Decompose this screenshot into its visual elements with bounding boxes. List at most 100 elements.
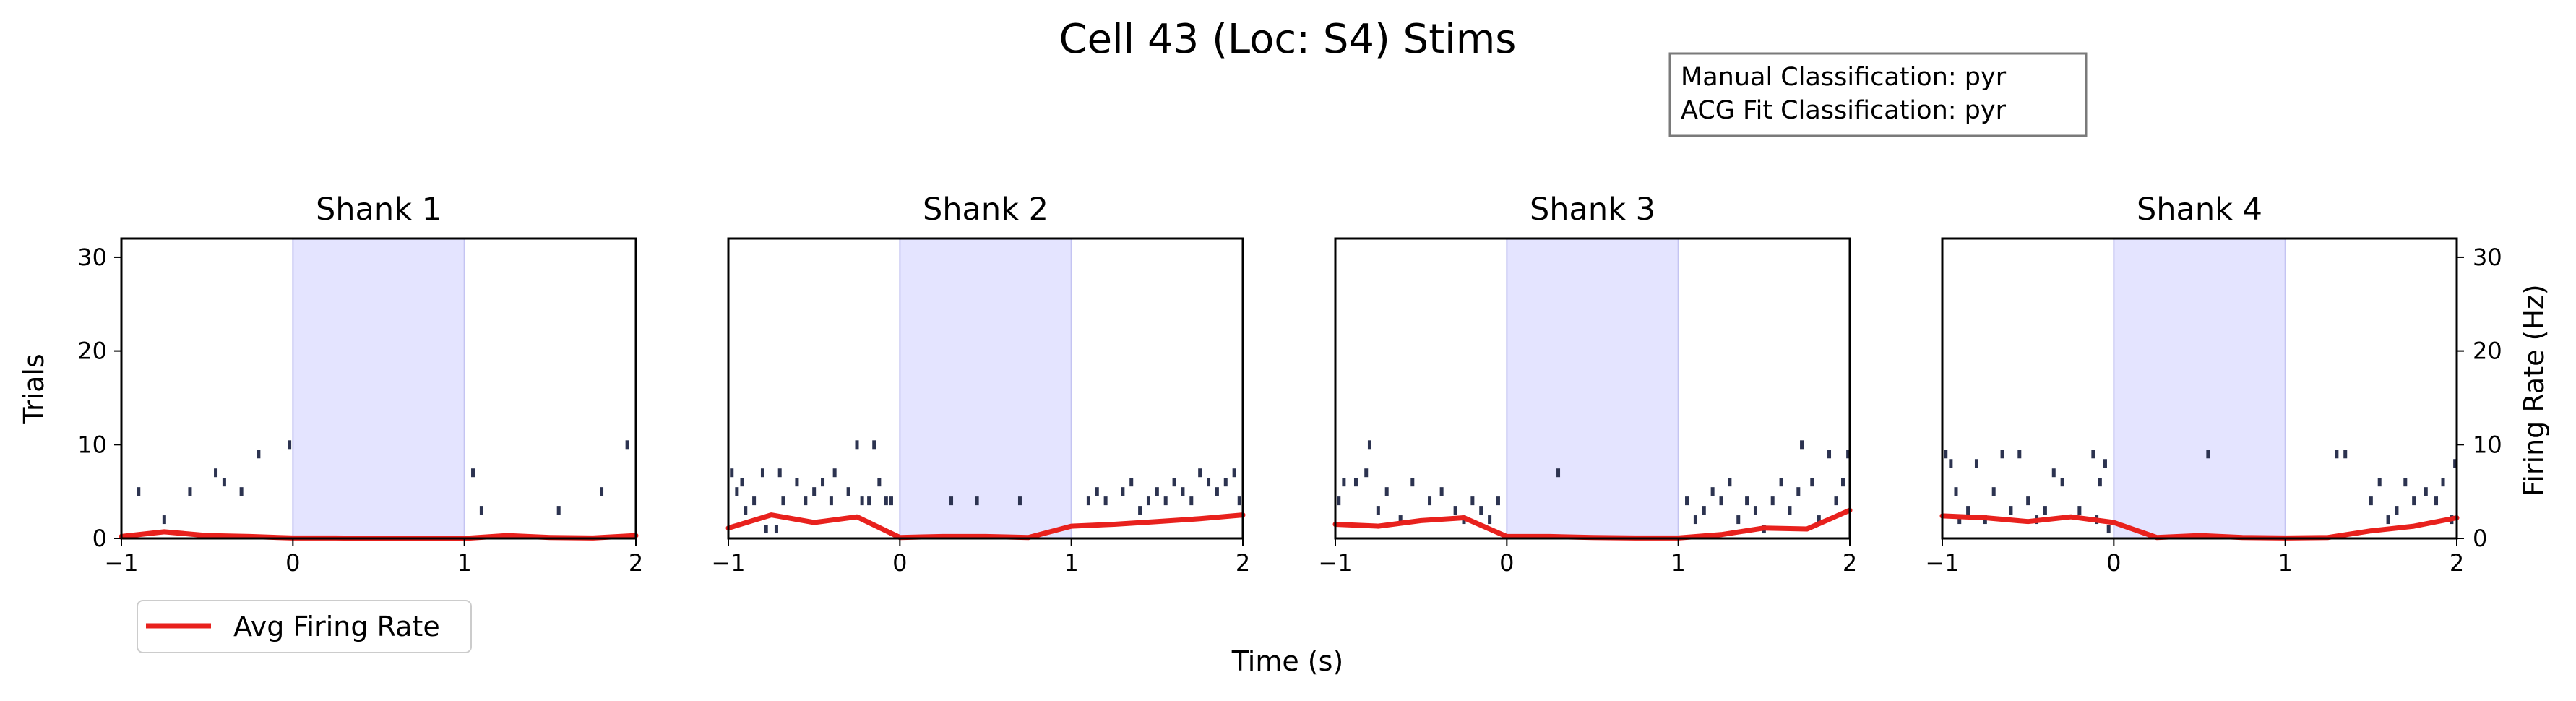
spike-mark	[829, 496, 833, 506]
spike-mark	[795, 478, 799, 487]
spike-mark	[821, 478, 825, 487]
legend-label: Avg Firing Rate	[233, 611, 440, 642]
right-y-axis-label: Firing Rate (Hz)	[2518, 284, 2550, 496]
spike-mark	[2206, 450, 2210, 459]
spike-mark	[2412, 496, 2416, 506]
spike-mark	[2424, 487, 2428, 496]
spike-mark	[735, 487, 739, 496]
y-tick-label: 0	[2473, 525, 2487, 552]
spike-mark	[2343, 450, 2348, 459]
spike-mark	[1779, 478, 1783, 487]
spike-mark	[1342, 478, 1346, 487]
spike-mark	[730, 468, 734, 478]
x-tick-label: 0	[2106, 549, 2121, 577]
spike-mark	[1770, 496, 1775, 506]
spike-mark	[1957, 515, 1962, 525]
stim-window	[1506, 238, 1679, 539]
spike-mark	[1215, 487, 1219, 496]
info-box-frame	[1668, 52, 2088, 137]
spike-mark	[975, 496, 979, 506]
spike-mark	[764, 525, 768, 534]
spike-mark	[860, 496, 864, 506]
spike-mark	[2051, 468, 2056, 478]
spike-mark	[1470, 496, 1475, 506]
spike-mark	[1103, 496, 1108, 506]
spike-mark	[214, 468, 218, 478]
spike-mark	[1841, 478, 1845, 487]
spike-mark	[2009, 506, 2013, 515]
spike-mark	[1944, 450, 1948, 459]
spike-mark	[1138, 506, 1142, 515]
spike-mark	[1702, 506, 1706, 515]
x-tick-label: −1	[1925, 549, 1959, 577]
axes-frame	[727, 237, 1244, 540]
spike-mark	[1017, 496, 1022, 506]
spike-mark	[1337, 496, 1341, 506]
spike-mark	[1121, 487, 1125, 496]
spike-mark	[1364, 468, 1369, 478]
spike-mark	[2060, 478, 2064, 487]
legend-frame	[137, 600, 472, 653]
x-tick-label: −1	[104, 549, 138, 577]
spike-mark	[1189, 496, 1194, 506]
spike-mark	[1800, 440, 1804, 450]
spike-mark	[2103, 459, 2107, 468]
spike-mark	[1086, 496, 1090, 506]
panel-title: Shank 2	[923, 192, 1048, 228]
spike-mark	[1146, 496, 1150, 506]
spike-mark	[1453, 506, 1457, 515]
y-tick-label: 10	[2473, 431, 2502, 458]
spike-mark	[1991, 487, 1996, 496]
stim-window	[2113, 238, 2286, 539]
spike-mark	[1398, 515, 1403, 525]
x-tick-label: 1	[2278, 549, 2292, 577]
spike-mark	[1788, 506, 1792, 515]
spike-mark	[877, 478, 882, 487]
spike-mark	[625, 440, 629, 450]
spike-mark	[2386, 515, 2390, 525]
spike-mark	[257, 450, 261, 459]
panel-title: Shank 3	[1530, 192, 1655, 228]
panel-title: Shank 1	[316, 192, 441, 228]
spike-mark	[744, 506, 748, 515]
spike-mark	[2106, 525, 2111, 534]
spike-mark	[2453, 459, 2457, 468]
avg-firing-rate-line	[1939, 513, 2460, 541]
spike-mark	[2369, 496, 2373, 506]
avg-firing-rate-line	[725, 512, 1246, 541]
y-tick-label: 0	[92, 525, 107, 552]
spike-mark	[889, 496, 893, 506]
spike-mark	[1353, 478, 1358, 487]
spike-mark	[846, 487, 850, 496]
spike-mark	[1172, 478, 1176, 487]
spike-mark	[1207, 478, 1211, 487]
spike-mark	[1129, 478, 1134, 487]
x-tick-label: 2	[2450, 549, 2464, 577]
figure-title: Cell 43 (Loc: S4) Stims	[1059, 16, 1517, 63]
spike-mark	[1237, 496, 1241, 506]
spike-mark	[1846, 450, 1851, 459]
spike-mark	[2098, 478, 2102, 487]
spike-mark	[1376, 506, 1380, 515]
spike-mark	[2403, 478, 2408, 487]
x-axis-label: Time (s)	[1231, 645, 1344, 677]
spike-mark	[867, 496, 871, 506]
spike-mark	[556, 506, 561, 515]
y-tick-label: 20	[77, 337, 107, 365]
spike-mark	[1966, 506, 1970, 515]
y-tick-label: 30	[77, 244, 107, 271]
spike-mark	[832, 468, 837, 478]
info-box: Manual Classification: pyr ACG Fit Class…	[1668, 52, 2088, 137]
spike-mark	[2017, 450, 2022, 459]
spike-mark	[1954, 487, 1958, 496]
panel-shank-3: −1 0 1 2 Shank 3	[1318, 192, 1857, 577]
spike-mark	[1719, 496, 1723, 506]
x-tick-label: 1	[1671, 549, 1685, 577]
spike-mark	[1827, 450, 1832, 459]
spike-mark	[162, 515, 166, 525]
spike-mark	[1439, 487, 1444, 496]
spike-mark	[471, 468, 475, 478]
spike-mark	[1384, 487, 1389, 496]
spike-mark	[600, 487, 604, 496]
